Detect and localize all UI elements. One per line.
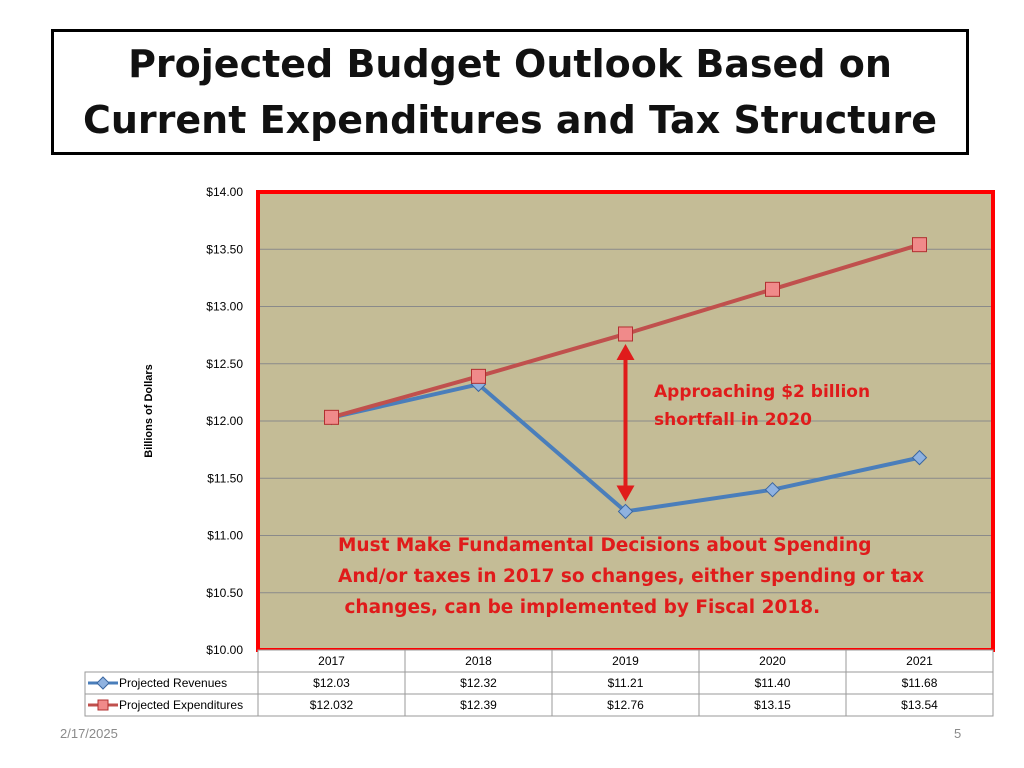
y-tick-label: $11.50 [207,471,243,485]
slide-number: 5 [954,726,962,741]
x-category-label: 2017 [318,654,345,668]
decision-annotation-line: Must Make Fundamental Decisions about Sp… [338,535,872,556]
y-tick-label: $13.00 [206,300,243,314]
expenditure-point [618,326,633,342]
legend-key-marker [97,699,109,711]
table-value: $12.032 [310,698,354,712]
gap-annotation-line: shortfall in 2020 [654,410,812,430]
y-tick-label: $13.50 [206,242,243,256]
revenue-point [911,449,928,466]
gap-arrow-head-bottom [616,485,635,502]
gap-annotation-line: Approaching $2 billion [654,382,870,402]
table-value: $12.39 [460,698,497,712]
gap-arrow-head-top [616,343,635,360]
table-value: $12.03 [313,676,350,690]
table-value: $11.21 [608,676,644,690]
legend-key-marker [96,676,110,690]
x-category-label: 2020 [759,654,786,668]
decision-annotation-line: And/or taxes in 2017 so changes, either … [338,566,924,587]
y-tick-label: $12.50 [206,357,243,371]
slide-title: Projected Budget Outlook Based on Curren… [82,42,938,142]
y-tick-label: $12.00 [206,414,243,428]
slide-date: 2/17/2025 [60,726,118,741]
y-tick-label: $10.50 [206,586,243,600]
legend-label: Projected Expenditures [119,698,243,712]
x-category-label: 2018 [465,654,492,668]
legend-label: Projected Revenues [119,676,227,690]
table-value: $12.76 [607,698,644,712]
title-box: Projected Budget Outlook Based on Curren… [51,29,969,155]
table-value: $11.68 [902,676,938,690]
table-value: $13.15 [754,698,791,712]
expenditure-point [471,368,486,384]
revenue-point [617,503,634,520]
y-axis-label: Billions of Dollars [143,364,155,458]
expenditure-point [324,409,339,425]
expenditure-point [912,237,927,253]
y-tick-label: $14.00 [206,185,243,199]
decision-annotation-line: changes, can be implemented by Fiscal 20… [338,597,820,618]
y-tick-label: $11.00 [207,529,243,543]
table-value: $13.54 [901,698,938,712]
x-category-label: 2019 [612,654,639,668]
table-value: $11.40 [755,676,791,690]
y-tick-label: $10.00 [206,643,243,657]
x-category-label: 2021 [906,654,933,668]
revenue-point [764,481,781,498]
table-value: $12.32 [460,676,497,690]
expenditure-point [765,281,780,297]
